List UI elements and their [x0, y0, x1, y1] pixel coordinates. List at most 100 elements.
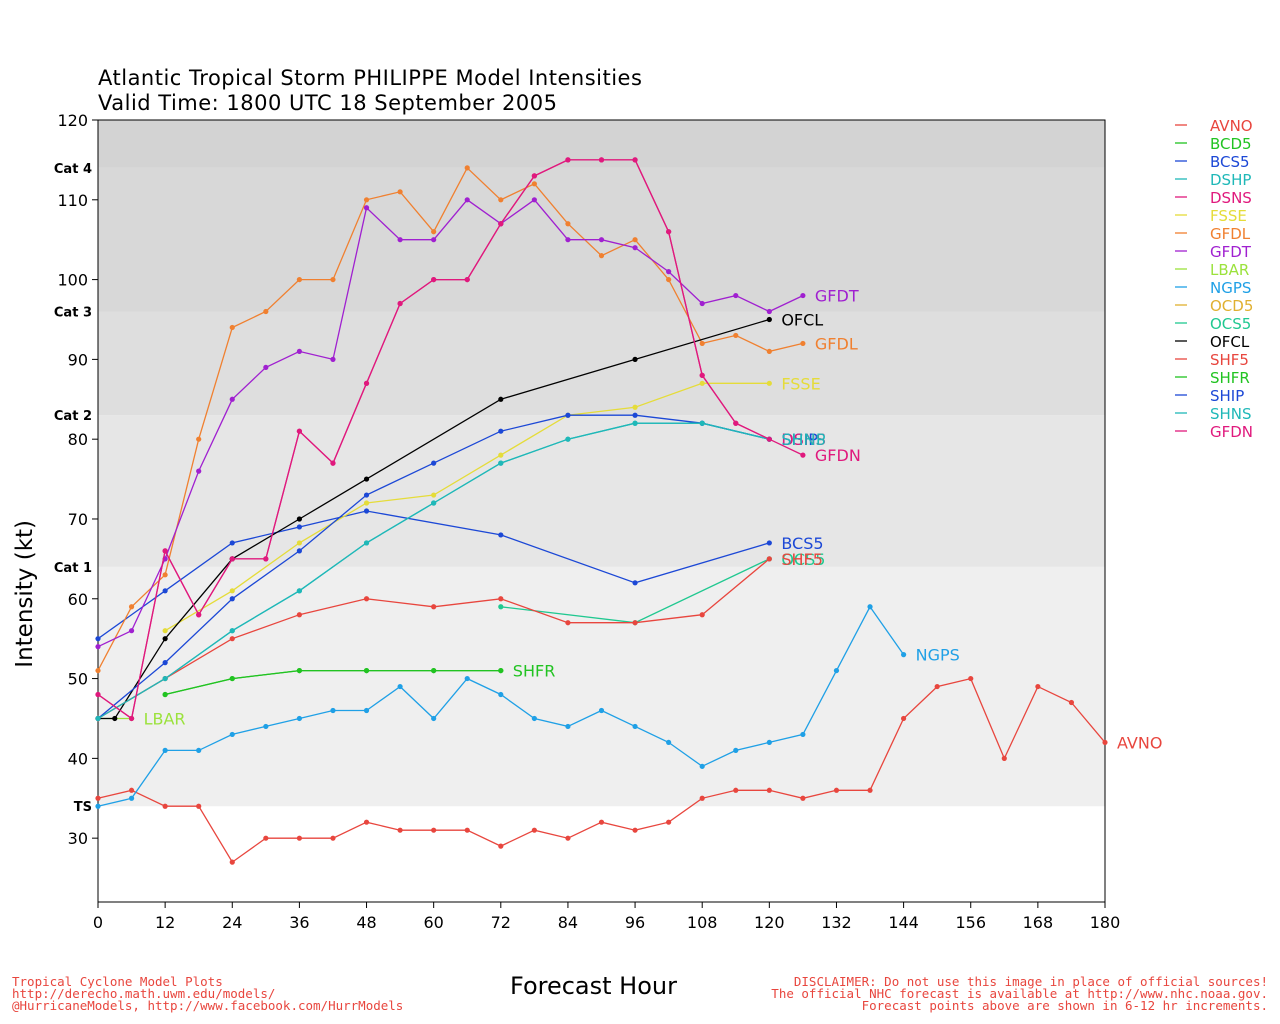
- end-label-ship: SHIP: [781, 430, 818, 449]
- data-point-gfdt: [397, 237, 403, 243]
- data-point-gfdt: [95, 644, 101, 650]
- data-point-shf5: [699, 612, 705, 618]
- data-point-gfdt: [800, 292, 806, 299]
- data-point-ship: [162, 660, 168, 666]
- data-point-shns: [699, 420, 705, 426]
- data-point-gfdl: [666, 276, 672, 283]
- data-point-gfdn: [296, 428, 302, 434]
- x-tick-label: 168: [1023, 913, 1054, 932]
- legend-entry-ocs5: OCS5: [1210, 315, 1251, 333]
- data-point-ngps: [263, 723, 269, 730]
- data-point-avno: [1001, 755, 1007, 761]
- category-label: Cat 2: [54, 409, 92, 424]
- data-point-gfdn: [431, 276, 437, 283]
- y-tick-label: 50: [68, 670, 88, 689]
- data-point-shf5: [363, 596, 370, 602]
- footer-credit-social[interactable]: @HurricaneModels, http://www.facebook.co…: [12, 998, 404, 1013]
- legend-entry-shns: SHNS: [1210, 405, 1252, 423]
- data-point-ngps: [901, 652, 907, 658]
- data-point-gfdn: [330, 460, 336, 466]
- data-point-ship: [565, 412, 571, 418]
- data-point-shfr: [363, 667, 370, 674]
- data-point-avno: [565, 835, 571, 841]
- data-point-gfdt: [464, 197, 470, 203]
- data-point-gfdl: [95, 667, 101, 674]
- y-tick-label: 90: [68, 350, 88, 369]
- data-point-ngps: [766, 739, 772, 746]
- data-point-avno: [330, 835, 336, 841]
- series-line-gfdt: [97, 198, 804, 648]
- data-point-shf5: [229, 636, 235, 642]
- series-line-shfr: [164, 669, 501, 696]
- data-point-shf5: [766, 556, 772, 562]
- data-point-shns: [565, 436, 571, 442]
- data-point-avno: [431, 827, 437, 833]
- data-point-avno: [196, 803, 202, 809]
- data-point-avno: [498, 843, 504, 849]
- data-point-ngps: [598, 707, 605, 714]
- data-point-gfdn: [196, 612, 202, 618]
- data-point-ofcl: [296, 516, 302, 522]
- legend-entry-gfdl: GFDL: [1210, 225, 1251, 243]
- data-point-gfdn: [666, 229, 672, 235]
- legend-entry-dsns: DSNS: [1210, 189, 1252, 207]
- data-point-avno: [1035, 683, 1041, 690]
- data-point-shns: [162, 675, 168, 682]
- data-point-gfdt: [363, 205, 370, 211]
- data-point-gfdn: [598, 157, 605, 163]
- footer-credit-link[interactable]: http://derecho.math.uwm.edu/models/: [12, 986, 276, 1001]
- data-point-gfdl: [632, 237, 638, 243]
- data-point-fsse: [162, 628, 168, 634]
- x-tick-label: 48: [356, 913, 376, 932]
- data-point-gfdt: [565, 237, 571, 243]
- end-label-gfdn: GFDN: [815, 446, 861, 465]
- data-point-gfdn: [464, 276, 470, 283]
- data-point-gfdt: [128, 628, 135, 634]
- data-point-ofcl: [498, 396, 504, 402]
- footer-credit-line: Tropical Cyclone Model Plots: [12, 974, 223, 989]
- data-point-avno: [666, 819, 672, 825]
- data-point-gfdl: [733, 332, 739, 339]
- data-point-gfdn: [531, 173, 537, 179]
- data-point-ship: [431, 460, 437, 466]
- data-point-avno: [867, 787, 873, 793]
- data-point-ship: [363, 492, 370, 498]
- legend-entry-ship: SHIP: [1210, 387, 1244, 405]
- disclaimer-line: Forecast points above are shown in 6-12 …: [861, 998, 1268, 1013]
- data-point-avno: [162, 803, 168, 809]
- data-point-gfdt: [330, 356, 336, 362]
- series-line-gfdn: [97, 159, 804, 720]
- data-point-avno: [968, 675, 974, 682]
- legend-entry-bcs5: BCS5: [1210, 153, 1250, 171]
- data-point-ngps: [666, 739, 672, 746]
- data-point-gfdl: [598, 253, 605, 259]
- category-band: [98, 566, 1105, 807]
- data-point-gfdl: [162, 572, 168, 578]
- end-label-fsse: FSSE: [781, 374, 820, 393]
- data-point-gfdn: [498, 221, 504, 227]
- data-point-ofcl: [632, 356, 638, 362]
- end-label-gfdt: GFDT: [815, 287, 859, 306]
- series-line-gfdl: [97, 166, 804, 671]
- x-tick-label: 144: [888, 913, 919, 932]
- data-point-gfdt: [632, 245, 638, 251]
- data-point-bcs5: [296, 524, 302, 530]
- data-point-shns: [498, 460, 504, 466]
- data-point-gfdl: [766, 348, 772, 355]
- data-point-shns: [632, 420, 638, 426]
- data-point-shfr: [229, 675, 235, 682]
- data-point-gfdn: [733, 420, 739, 426]
- data-point-gfdn: [632, 157, 638, 163]
- data-point-gfdn: [397, 300, 403, 307]
- data-point-gfdl: [431, 229, 437, 235]
- data-point-ngps: [196, 747, 202, 753]
- data-point-bcs5: [95, 636, 101, 642]
- y-tick-label: 120: [57, 111, 88, 130]
- data-point-avno: [397, 827, 403, 833]
- data-point-fsse: [431, 492, 437, 498]
- data-point-avno: [1068, 699, 1075, 706]
- x-tick-label: 60: [423, 913, 443, 932]
- data-point-ship: [229, 596, 235, 602]
- data-point-gfdn: [800, 452, 806, 458]
- data-point-ofcl: [363, 476, 370, 482]
